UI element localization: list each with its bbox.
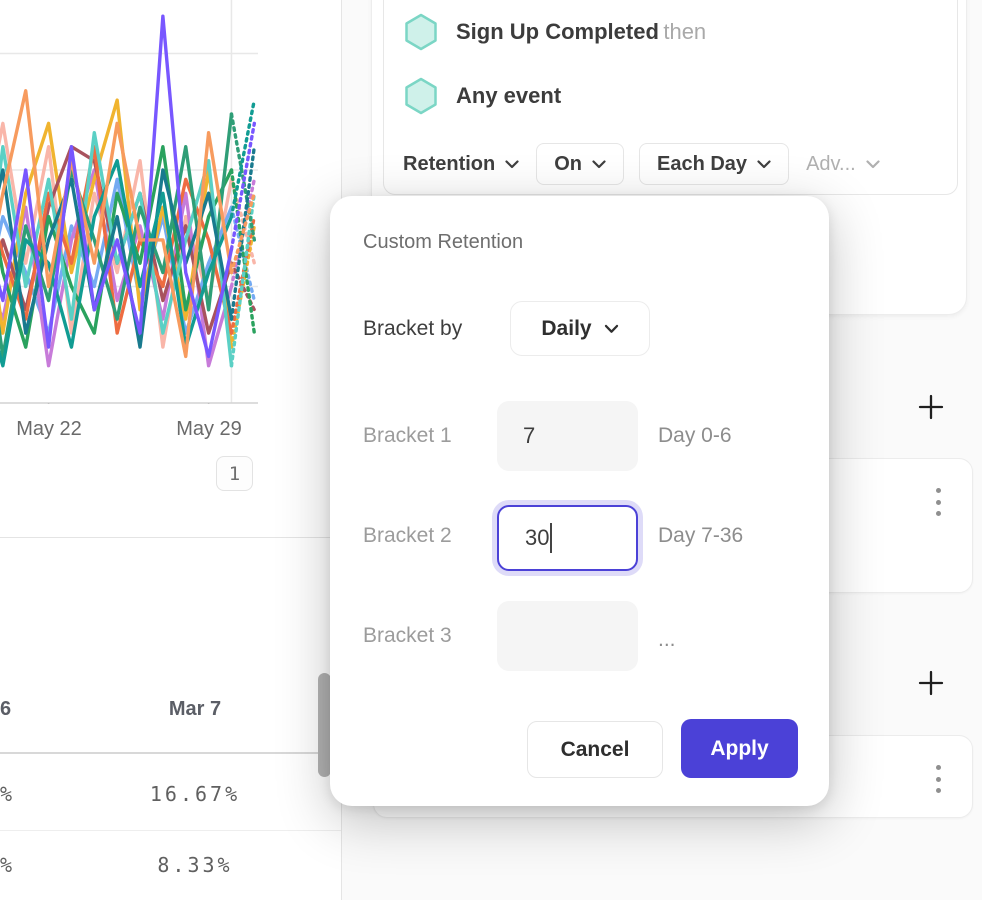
on-label: On	[554, 152, 582, 175]
chevron-down-icon	[866, 159, 880, 168]
table-cell: %	[0, 853, 16, 877]
query-controls-row: Retention On Each Day Adv...	[401, 143, 882, 185]
bracket-by-value: Daily	[541, 316, 592, 340]
bracket-2-value: 30	[525, 525, 550, 550]
events-card: Sign Up Completed then Any event Retenti…	[383, 0, 958, 195]
table-header-cell: 6	[0, 698, 12, 720]
bracket-by-label: Bracket by	[363, 317, 463, 340]
table-header-underline	[0, 752, 341, 754]
plus-icon[interactable]	[918, 394, 944, 420]
cancel-button[interactable]: Cancel	[527, 721, 663, 778]
hexagon-icon	[405, 77, 437, 115]
measurement-label: Retention	[403, 152, 496, 175]
bracket-1-value: 7	[523, 423, 536, 448]
pagination-page-button[interactable]: 1	[216, 456, 253, 491]
x-axis-tick-label: May 22	[16, 418, 82, 440]
advanced-dropdown[interactable]: Adv...	[804, 145, 882, 184]
custom-retention-modal: Custom Retention Bracket by Daily Bracke…	[330, 196, 829, 806]
event-suffix: then	[663, 19, 707, 44]
event-name: Sign Up Completed	[456, 19, 659, 44]
chevron-down-icon	[757, 159, 771, 168]
granularity-label: Each Day	[657, 152, 748, 175]
bracket-1-range: Day 0-6	[658, 424, 732, 447]
advanced-label: Adv...	[806, 152, 856, 175]
kebab-menu-icon[interactable]	[932, 761, 945, 797]
bracket-2-input[interactable]: 30	[497, 505, 638, 571]
table-row-divider	[0, 830, 341, 831]
table-cell: 16.67%	[149, 782, 241, 806]
table-cell: %	[0, 782, 16, 806]
modal-title: Custom Retention	[363, 231, 524, 253]
text-cursor	[550, 523, 553, 553]
event-step-1[interactable]: Sign Up Completed then	[404, 13, 706, 51]
hexagon-icon	[405, 13, 437, 51]
event-step-label: Sign Up Completed then	[456, 19, 706, 45]
event-name: Any event	[456, 83, 562, 108]
kebab-menu-icon[interactable]	[932, 484, 945, 520]
chevron-down-icon	[604, 324, 618, 333]
divider	[0, 537, 341, 538]
line-chart-canvas	[0, 0, 258, 412]
on-dropdown[interactable]: On	[536, 143, 624, 185]
scrollbar-thumb[interactable]	[318, 673, 331, 777]
bracket-3-label: Bracket 3	[363, 624, 452, 647]
chevron-down-icon	[505, 159, 519, 168]
bracket-2-range: Day 7-36	[658, 524, 744, 547]
event-step-2[interactable]: Any event	[404, 77, 561, 115]
bracket-3-range: ...	[658, 628, 676, 651]
report-panel: May 22 May 29 1 6 Mar 7 % 16.67% % 8.33%	[0, 0, 341, 900]
event-step-label: Any event	[456, 83, 561, 109]
table-cell: 8.33%	[157, 853, 233, 877]
measurement-dropdown[interactable]: Retention	[401, 145, 521, 184]
x-axis-tick-label: May 29	[176, 418, 242, 440]
bracket-1-input[interactable]: 7	[497, 401, 638, 471]
table-header-cell: Mar 7	[168, 698, 222, 720]
plus-icon[interactable]	[918, 670, 944, 696]
apply-button[interactable]: Apply	[681, 719, 798, 778]
bracket-1-label: Bracket 1	[363, 424, 452, 447]
bracket-2-label: Bracket 2	[363, 524, 452, 547]
chevron-down-icon	[592, 159, 606, 168]
granularity-dropdown[interactable]: Each Day	[639, 143, 790, 185]
retention-line-chart	[0, 0, 262, 412]
bracket-by-dropdown[interactable]: Daily	[510, 301, 650, 356]
bracket-3-input[interactable]	[497, 601, 638, 671]
